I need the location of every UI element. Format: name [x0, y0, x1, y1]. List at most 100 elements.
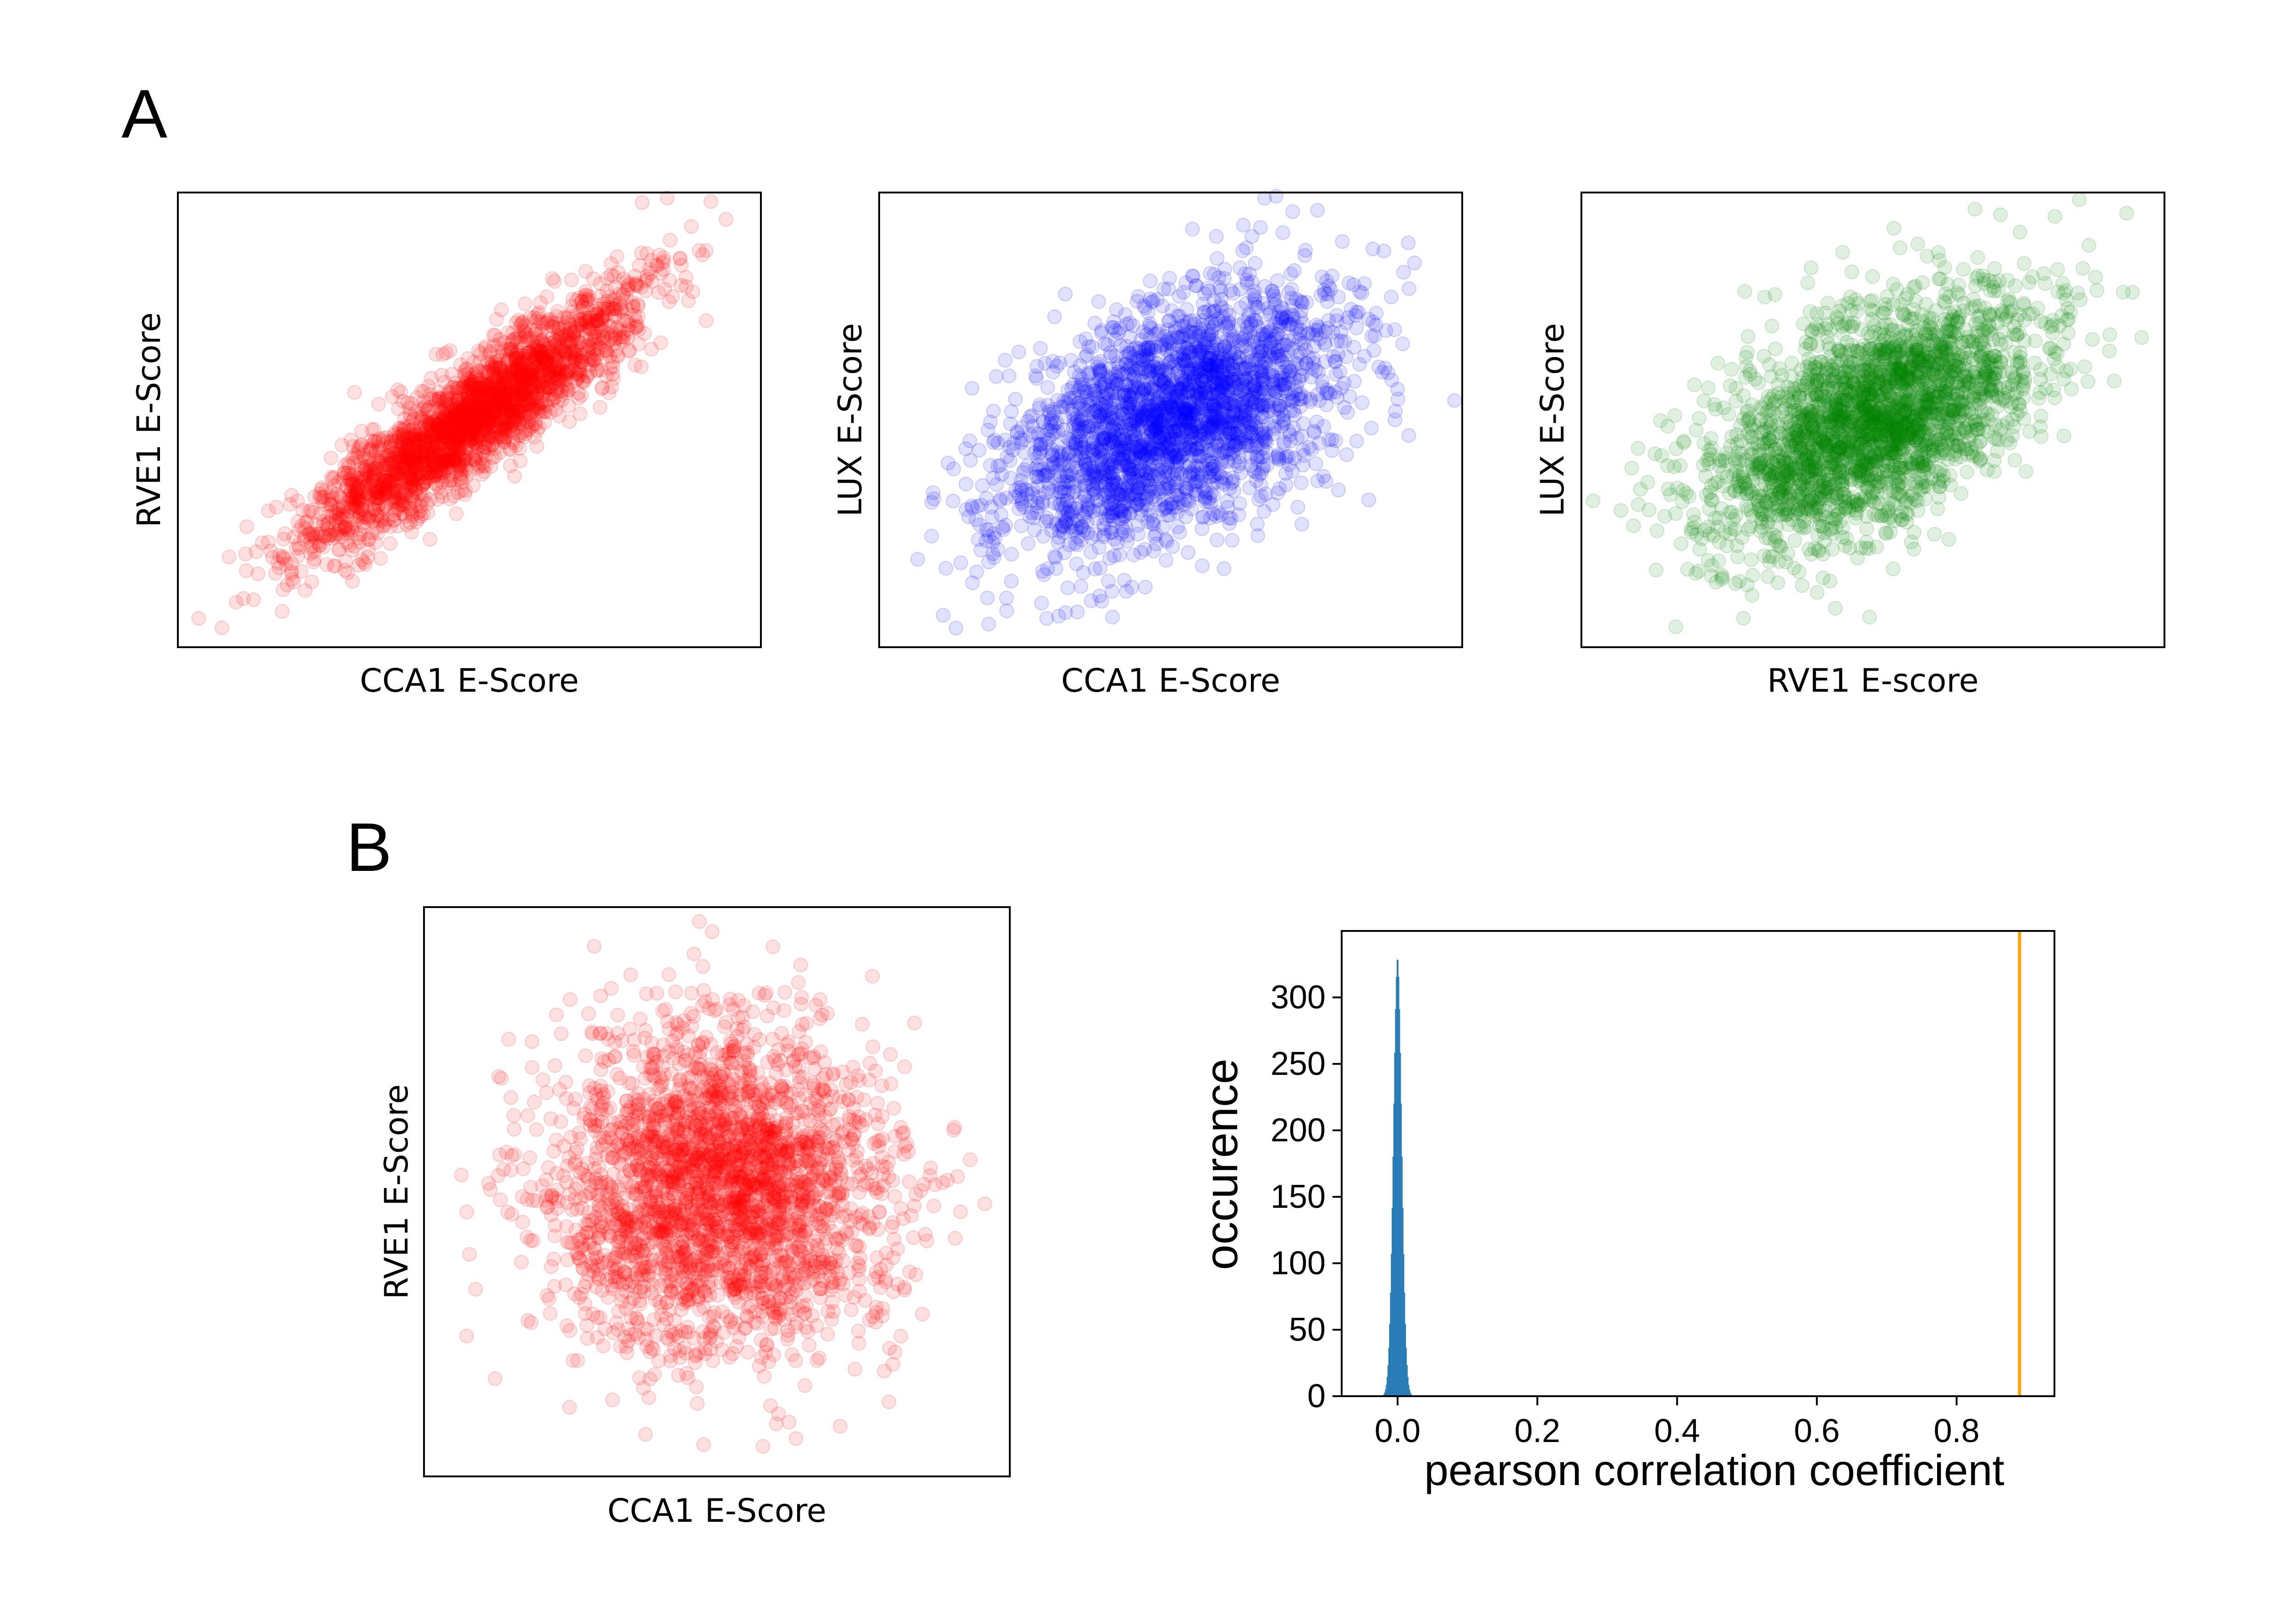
scatter-point	[457, 457, 472, 473]
scatter-point	[489, 312, 504, 327]
scatter-point	[964, 381, 980, 396]
scatter-point	[1396, 265, 1411, 280]
scatter-point	[1010, 424, 1024, 439]
scatter-point	[416, 506, 431, 522]
scatter-point	[343, 432, 358, 447]
scatter-point	[354, 424, 369, 439]
scatter-point	[684, 219, 699, 234]
scatter-point	[1317, 286, 1332, 301]
scatter-point	[1033, 341, 1048, 356]
scatter-point	[457, 415, 472, 430]
scatter-point	[409, 436, 424, 451]
scatter-point	[518, 296, 533, 311]
scatter-point	[585, 317, 600, 332]
scatter-point	[363, 462, 379, 477]
scatter-point	[1321, 385, 1336, 400]
scatter-point	[528, 326, 543, 341]
scatter-point	[284, 488, 299, 503]
scatter-point	[404, 452, 419, 467]
scatter-point	[653, 335, 668, 350]
scatter-point	[1058, 286, 1073, 302]
scatter-point	[655, 255, 670, 270]
scatter-point	[386, 461, 402, 476]
scatter-point	[1035, 564, 1050, 579]
scatter-point	[981, 555, 996, 570]
scatter-point	[1180, 315, 1195, 330]
scatter-point	[1125, 318, 1140, 333]
scatter-point	[593, 400, 608, 415]
scatter-point	[1308, 456, 1323, 471]
scatter-point	[1290, 500, 1305, 515]
scatter-point	[1364, 420, 1379, 435]
scatter-point	[494, 400, 509, 415]
scatter-point	[1126, 547, 1141, 562]
scatter-point	[263, 543, 278, 558]
scatter-point	[1060, 580, 1075, 595]
scatter-point	[987, 433, 1002, 448]
scatter-point	[383, 449, 398, 463]
scatter-point	[400, 436, 415, 451]
scatter-point	[1315, 270, 1330, 284]
scatter-point	[445, 367, 460, 382]
scatter-point	[492, 385, 507, 400]
scatter-point	[1143, 274, 1158, 289]
scatter-point	[1077, 488, 1092, 503]
scatter-point	[514, 387, 529, 402]
scatter-point	[1250, 528, 1265, 543]
scatter-point	[436, 457, 451, 473]
scatter-point	[1366, 343, 1382, 358]
scatter-point	[460, 408, 475, 423]
scatter-point	[559, 371, 574, 386]
scatter-point	[365, 525, 380, 540]
scatter-point	[587, 353, 602, 369]
scatter-point	[1245, 275, 1260, 290]
scatter-point	[442, 402, 457, 417]
scatter-point	[373, 551, 388, 566]
scatter-point	[631, 322, 646, 337]
scatter-point	[1082, 501, 1097, 516]
scatter-point	[371, 396, 386, 412]
scatter-point	[425, 465, 440, 480]
scatter-point	[356, 555, 371, 570]
scatter-point	[1021, 536, 1036, 551]
scatter-point	[1047, 549, 1062, 564]
scatter-point	[523, 368, 538, 382]
scatter-point	[518, 348, 533, 363]
y-axis-label-a1: RVE1 E-Score	[130, 312, 168, 527]
scatter-point	[476, 376, 491, 391]
scatter-point	[1217, 262, 1232, 277]
scatter-point	[573, 303, 589, 319]
scatter-point	[1293, 399, 1308, 414]
scatter-point	[492, 420, 507, 435]
scatter-point	[985, 510, 1000, 524]
scatter-point	[439, 345, 454, 360]
scatter-point	[1318, 337, 1333, 352]
scatter-point	[372, 431, 386, 446]
scatter-point	[562, 352, 577, 367]
scatter-point	[681, 293, 696, 308]
scatter-point	[606, 371, 621, 386]
scatter-point	[303, 503, 319, 518]
scatter-point	[449, 427, 463, 442]
scatter-point	[679, 279, 694, 294]
scatter-point	[531, 305, 546, 320]
scatter-point	[191, 611, 206, 626]
scatter-point	[429, 438, 444, 453]
scatter-point	[1202, 491, 1217, 506]
scatter-point	[569, 348, 584, 363]
scatter-point	[981, 617, 996, 632]
scatter-point	[1251, 340, 1266, 355]
scatter-point	[393, 421, 408, 436]
scatter-point	[1340, 405, 1355, 420]
scatter-point	[699, 313, 714, 328]
scatter-point	[634, 359, 649, 374]
scatter-point	[1162, 314, 1177, 329]
scatter-point	[377, 518, 392, 533]
scatter-point	[541, 356, 556, 371]
scatter-point	[345, 573, 360, 589]
scatter-point	[562, 365, 577, 380]
scatter-point	[1004, 547, 1019, 562]
scatter-point	[435, 489, 450, 504]
scatter-point	[989, 369, 1004, 384]
scatter-point	[342, 472, 358, 487]
